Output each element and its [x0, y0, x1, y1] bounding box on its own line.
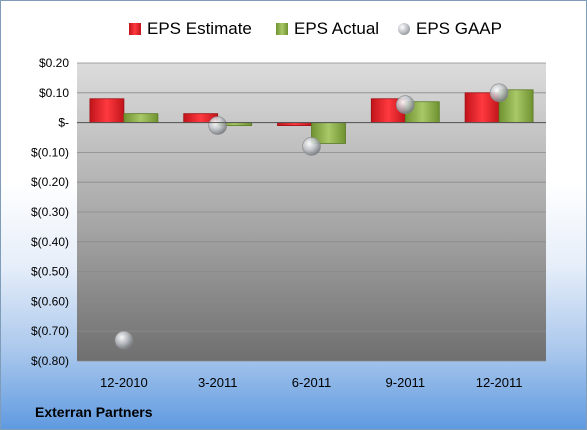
- gaap-points: [114, 83, 509, 350]
- legend-label-actual: EPS Actual: [294, 19, 380, 38]
- point-eps-gaap: [208, 116, 227, 135]
- point-eps-gaap: [395, 95, 415, 115]
- x-tick-label: 6-2011: [292, 375, 332, 390]
- y-tick-label: $0.10: [39, 86, 69, 100]
- y-tick-label: $-: [58, 116, 69, 130]
- bar-eps-estimate: [89, 98, 125, 124]
- x-tick-label: 3-2011: [198, 375, 238, 390]
- bar-eps-actual: [123, 113, 159, 124]
- y-tick-label: $(0.60): [31, 294, 69, 308]
- y-tick-label: $(0.70): [31, 324, 69, 338]
- legend-swatch-gaap: [398, 23, 410, 35]
- y-tick-label: $(0.40): [31, 235, 69, 249]
- point-eps-gaap: [114, 330, 134, 350]
- point-eps-gaap: [489, 83, 509, 103]
- x-tick-label: 12-2010: [100, 375, 148, 390]
- x-axis-ticks: 12-2010 3-2011 6-2011 9-2011 12-2011: [100, 375, 522, 390]
- point-eps-gaap: [302, 137, 321, 156]
- legend-swatch-actual: [276, 23, 288, 35]
- y-tick-label: $(0.30): [31, 205, 69, 219]
- legend-label-gaap: EPS GAAP: [416, 19, 502, 38]
- x-tick-label: 9-2011: [386, 375, 426, 390]
- legend-label-estimate: EPS Estimate: [147, 19, 252, 38]
- company-label: Exterran Partners: [35, 404, 153, 420]
- legend-swatch-estimate: [129, 23, 141, 35]
- y-tick-label: $(0.50): [31, 265, 69, 279]
- y-tick-label: $(0.10): [31, 145, 69, 159]
- x-tick-label: 12-2011: [476, 375, 523, 390]
- y-axis-ticks: $0.20 $0.10 $- $(0.10) $(0.20) $(0.30) $(0.40)…: [31, 56, 69, 368]
- y-tick-label: $0.20: [39, 56, 69, 70]
- y-tick-label: $(0.20): [31, 175, 69, 189]
- y-tick-label: $(0.80): [31, 354, 69, 368]
